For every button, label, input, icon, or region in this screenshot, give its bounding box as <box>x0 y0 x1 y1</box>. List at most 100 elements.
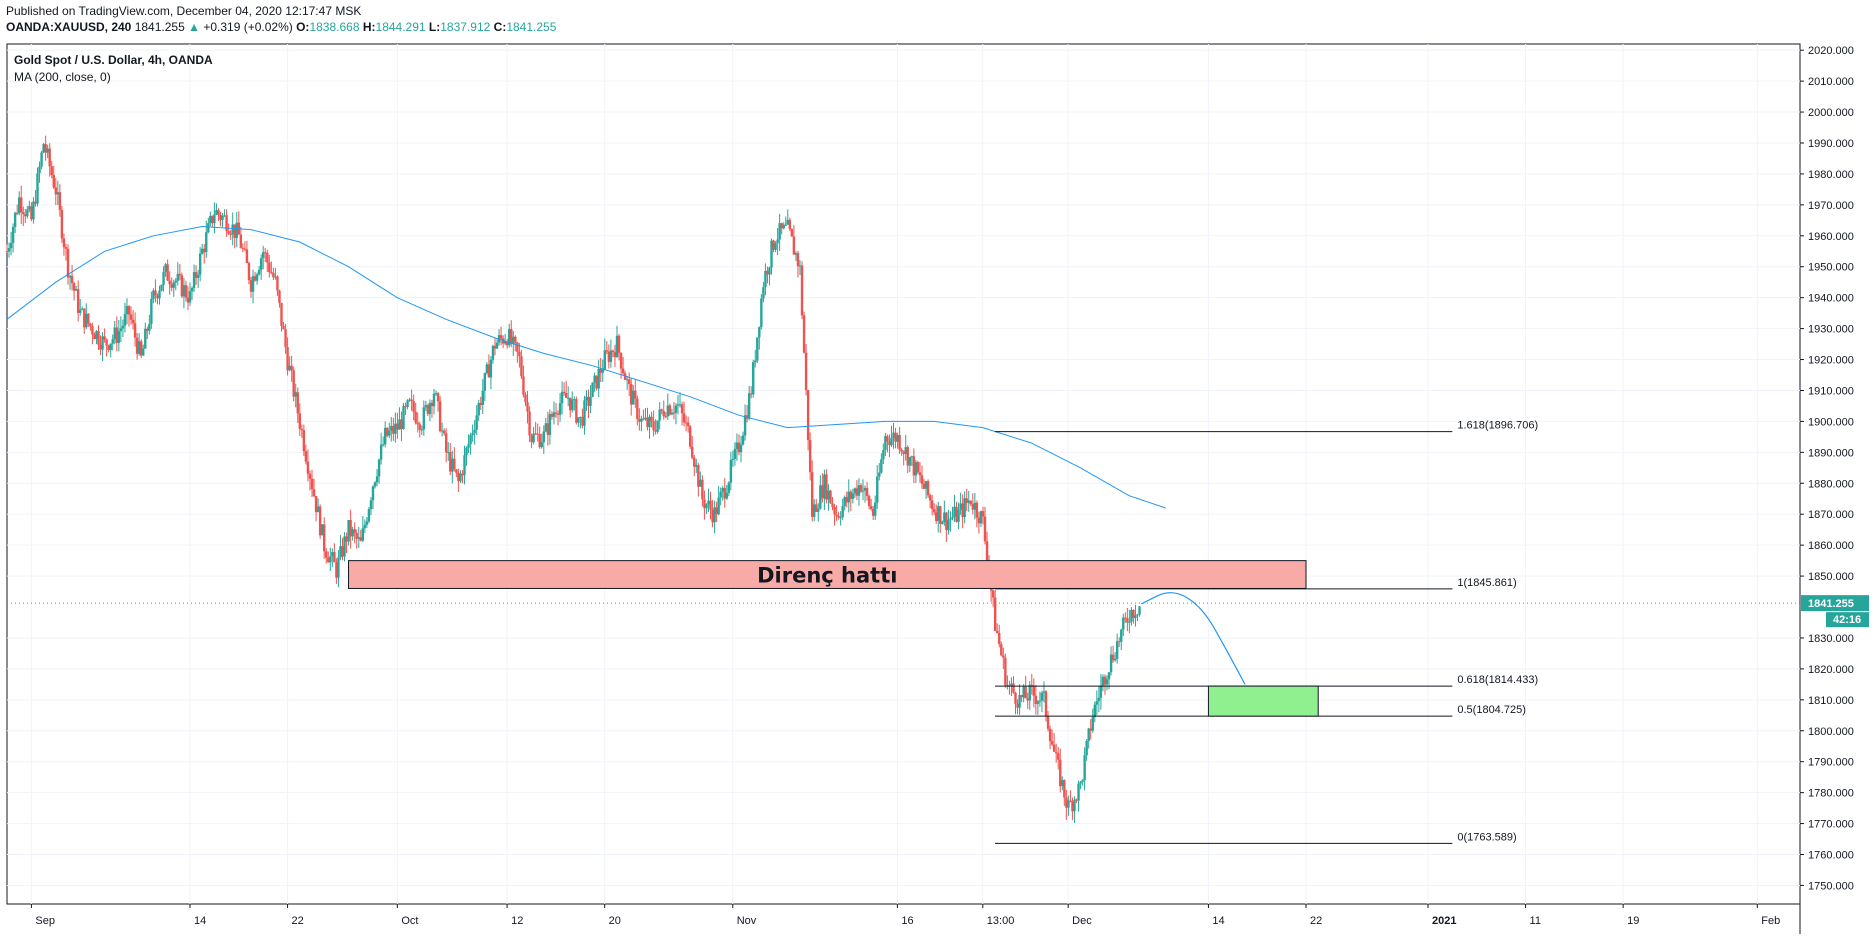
candle-body <box>699 479 702 487</box>
candle-body <box>1026 698 1029 701</box>
candle-body <box>499 335 503 339</box>
candle-body <box>845 497 848 503</box>
candle-body <box>778 223 781 240</box>
candle-body <box>621 368 625 374</box>
candle-body <box>1052 744 1056 752</box>
candle-body <box>1067 800 1070 808</box>
candle-body <box>1036 701 1040 704</box>
candle-body <box>1085 740 1088 756</box>
candle-body <box>316 506 320 513</box>
candle-body <box>347 520 350 542</box>
candle-body <box>959 503 962 510</box>
candle-body <box>292 370 295 397</box>
candle-body <box>335 562 338 578</box>
x-tick-label: Feb <box>1761 915 1780 927</box>
candle-body <box>552 412 556 417</box>
candle-body <box>530 435 533 443</box>
candle-body <box>924 481 928 489</box>
candle-body <box>587 396 590 406</box>
candle-body <box>1081 780 1084 782</box>
candle-body <box>233 224 236 238</box>
candle-body <box>922 483 926 489</box>
candle-body <box>695 464 698 467</box>
candle-body <box>327 557 330 563</box>
candle-body <box>1124 617 1127 619</box>
candle-body <box>400 419 403 429</box>
candle-body <box>146 328 149 331</box>
candle-body <box>272 272 275 278</box>
candle-body <box>105 339 108 346</box>
candle-body <box>296 392 299 414</box>
candle-body <box>375 476 379 483</box>
candle-body <box>985 541 989 565</box>
candle-body <box>880 459 883 473</box>
candle-body <box>270 272 273 274</box>
candle-body <box>510 329 513 344</box>
candle-body <box>597 368 600 389</box>
candle-body <box>646 417 649 428</box>
ohlc-line: OANDA:XAUUSD, 240 1841.255 ▲ +0.319 (+0.… <box>6 20 556 34</box>
candle-body <box>638 419 641 422</box>
candle-body <box>217 210 220 215</box>
candle-body <box>345 536 348 542</box>
candle-body <box>625 379 629 381</box>
candle-body <box>64 247 68 249</box>
y-tick-label: 1850.000 <box>1808 571 1854 583</box>
candle-body <box>806 390 810 441</box>
y-tick-label: 2020.000 <box>1808 45 1854 57</box>
candle-body <box>113 327 116 340</box>
candle-body <box>251 276 255 292</box>
candle-body <box>884 436 887 450</box>
candle-body <box>623 373 627 380</box>
candle-body <box>835 514 838 516</box>
candle-body <box>127 306 131 315</box>
candle-body <box>121 325 125 329</box>
candle-body <box>36 173 39 204</box>
candle-body <box>485 364 489 374</box>
candle-body <box>209 215 212 224</box>
candle-body <box>912 456 916 476</box>
candle-body <box>971 504 975 510</box>
candle-body <box>247 262 251 281</box>
candle-body <box>70 275 74 284</box>
candle-body <box>133 323 137 338</box>
candle-body <box>1073 799 1076 812</box>
y-tick-label: 2000.000 <box>1808 107 1854 119</box>
candle-body <box>231 224 234 235</box>
candle-body <box>676 404 680 406</box>
candle-body <box>235 222 238 238</box>
candle-body <box>343 536 346 557</box>
candle-body <box>1089 728 1092 731</box>
candle-body <box>808 440 812 473</box>
candle-body <box>280 302 283 326</box>
y-tick-label: 1800.000 <box>1808 726 1854 738</box>
candle-body <box>471 433 474 436</box>
candle-body <box>1132 609 1135 618</box>
plot-frame <box>6 43 1801 905</box>
candle-body <box>32 201 35 220</box>
candle-body <box>1022 686 1025 698</box>
candle-body <box>186 297 190 303</box>
candle-body <box>282 325 285 330</box>
fib-level-label: 0.5(1804.725) <box>1457 704 1526 716</box>
candle-body <box>640 418 643 422</box>
candle-body <box>904 447 907 454</box>
candle-body <box>943 512 946 522</box>
candle-body <box>406 400 409 407</box>
candle-body <box>691 446 694 458</box>
low-label: L: <box>428 20 441 34</box>
candle-body <box>369 500 373 510</box>
candle-body <box>752 362 755 395</box>
candle-body <box>619 353 623 369</box>
candle-body <box>916 462 920 473</box>
candle-body <box>595 375 598 389</box>
candle-body <box>68 275 72 278</box>
candle-body <box>72 283 76 291</box>
candle-body <box>890 437 893 446</box>
candle-body <box>908 457 911 466</box>
candle-body <box>48 148 51 167</box>
candle-body <box>1032 685 1036 696</box>
candle-body <box>804 352 808 391</box>
